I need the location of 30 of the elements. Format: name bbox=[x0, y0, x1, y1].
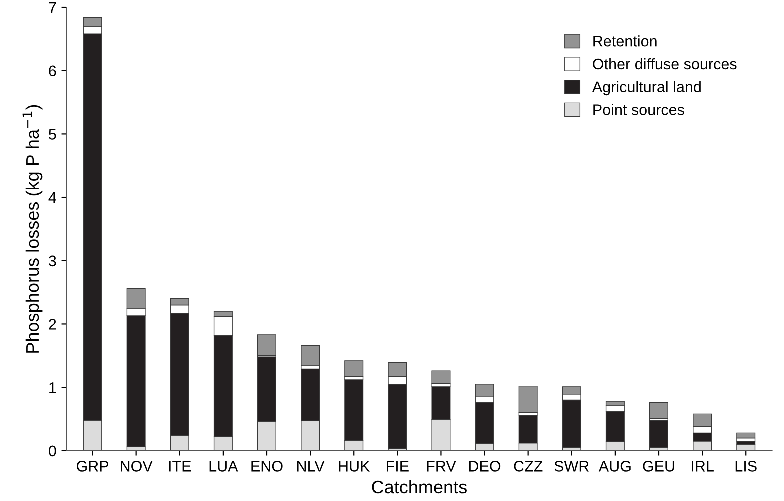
x-tick-label: GEU bbox=[643, 461, 674, 472]
legend-label: Point sources bbox=[594, 104, 684, 116]
y-tick-label: 0 bbox=[49, 446, 56, 457]
legend-label: Agricultural land bbox=[592, 81, 701, 96]
y-tick-label: 7 bbox=[49, 2, 56, 14]
x-tick-label: AUG bbox=[598, 461, 631, 472]
x-tick-label: LUA bbox=[210, 461, 238, 472]
y-tick-label: 6 bbox=[49, 66, 56, 77]
x-tick-label: NLV bbox=[298, 461, 325, 472]
x-tick-label: FIE bbox=[387, 461, 409, 472]
x-tick-label: ITE bbox=[169, 461, 192, 472]
y-tick-label: 4 bbox=[48, 192, 56, 204]
x-tick-label: IRL bbox=[692, 461, 714, 472]
x-tick-label: GRP bbox=[76, 461, 109, 472]
y-tick-label: 3 bbox=[49, 256, 56, 267]
x-tick-label: DEO bbox=[469, 461, 501, 472]
x-tick-label: LIS bbox=[736, 461, 757, 472]
legend-label: Retention bbox=[594, 36, 657, 47]
x-tick-label: ENO bbox=[252, 461, 283, 472]
y-tick-label: 2 bbox=[49, 319, 56, 330]
legend-label: Other diffuse sources bbox=[593, 58, 737, 70]
x-tick-label: FRV bbox=[427, 461, 456, 472]
y-axis-title: Phosphorus losses (kg P ha$^{−1}$) bbox=[22, 105, 43, 353]
x-tick-label: NOV bbox=[121, 461, 153, 472]
x-tick-label: SWR bbox=[554, 461, 589, 472]
x-axis-title: Catchments bbox=[372, 480, 467, 494]
y-tick-label: 1 bbox=[50, 382, 56, 394]
x-tick-label: CZZ bbox=[514, 461, 543, 472]
y-tick-label: 5 bbox=[49, 129, 56, 140]
x-tick-label: HUK bbox=[339, 461, 370, 472]
